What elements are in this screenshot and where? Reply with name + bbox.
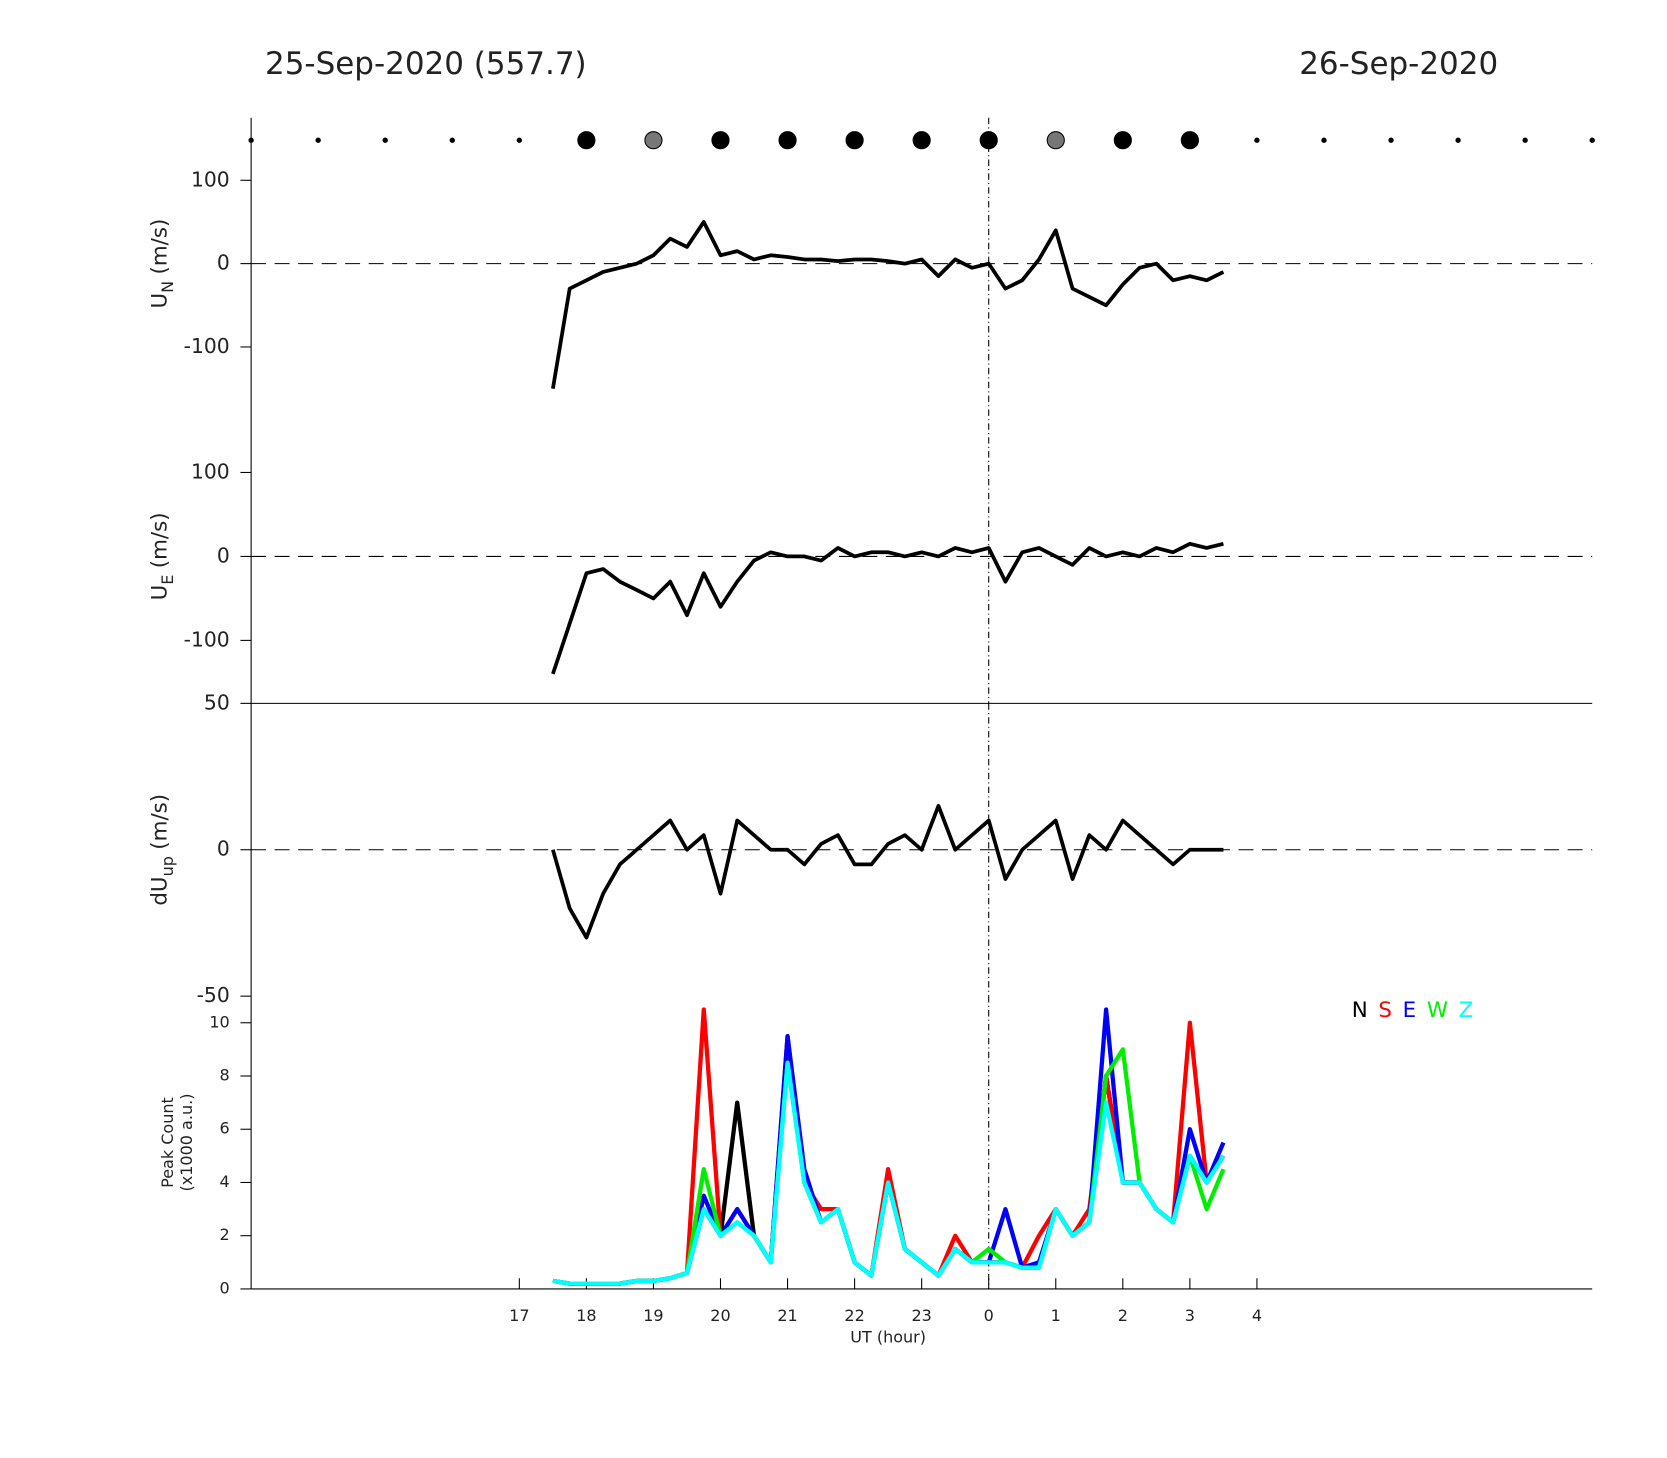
sky-marker [778, 131, 797, 150]
y-tick-label: 4 [220, 1172, 230, 1191]
title: 25-Sep-2020 (557.7) [265, 46, 587, 82]
sky-marker [912, 131, 931, 150]
sky-marker [1522, 137, 1528, 143]
y-tick-label: 100 [191, 167, 230, 191]
y-tick-label: 6 [220, 1119, 230, 1138]
sky-marker [711, 131, 730, 150]
legend-entry: W [1427, 998, 1448, 1023]
y-tick-label: 0 [220, 1278, 230, 1297]
label-unit: (m/s) [147, 219, 172, 275]
x-tick-label: 21 [777, 1306, 797, 1325]
sky-marker [1113, 131, 1132, 150]
series-line [551, 541, 1224, 675]
sky-marker [382, 137, 388, 143]
y-axis-label: UN (m/s) [147, 219, 176, 309]
legend-entry: Z [1459, 998, 1474, 1023]
label-sub: E [157, 575, 176, 585]
y-tick-label: -100 [184, 627, 230, 651]
y-tick-label: -50 [197, 983, 230, 1007]
x-tick-label: 1 [1051, 1306, 1061, 1325]
label-unit: (m/s) [147, 512, 172, 568]
sky-marker [315, 137, 321, 143]
y-tick-label: 0 [217, 837, 230, 861]
label-main: Peak Count [157, 1097, 176, 1188]
y-tick-label: 0 [217, 251, 230, 275]
series-line [552, 1060, 1226, 1286]
y-tick-label: 8 [220, 1066, 230, 1085]
label-main: U [147, 293, 172, 309]
series-line [551, 220, 1225, 389]
sky-marker [1321, 137, 1327, 143]
x-axis-label: UT (hour) [850, 1328, 926, 1347]
label-sub: up [157, 856, 176, 876]
label-sub: N [157, 281, 176, 293]
y-axis-label: UE (m/s) [147, 512, 176, 600]
y-tick-label: 50 [204, 690, 230, 714]
series-line [551, 803, 1224, 940]
x-tick-label: 23 [911, 1306, 931, 1325]
y-tick-label: 100 [191, 459, 230, 483]
label-main: dU [147, 876, 172, 905]
legend-entry: E [1403, 998, 1417, 1023]
sky-marker [1388, 137, 1394, 143]
y-tick-label: 10 [209, 1012, 229, 1031]
x-tick-label: 3 [1185, 1306, 1195, 1325]
x-tick-label: 2 [1118, 1306, 1128, 1325]
y-axis-label: Peak Count(x1000 a.u.) [157, 1094, 195, 1192]
y-tick-label: -100 [184, 334, 230, 358]
sky-marker [1254, 137, 1260, 143]
x-tick-label: 0 [984, 1306, 994, 1325]
legend-entry: S [1378, 998, 1392, 1023]
subtitle: 26-Sep-2020 [1299, 46, 1498, 82]
label-unit: (x1000 a.u.) [177, 1094, 196, 1192]
sky-marker [577, 131, 596, 150]
sky-marker [845, 131, 864, 150]
y-tick-label: 2 [220, 1225, 230, 1244]
y-axis-label: dUup (m/s) [147, 794, 176, 906]
x-tick-label: 18 [576, 1306, 596, 1325]
x-tick-label: 17 [509, 1306, 529, 1325]
y-tick-label: 0 [217, 543, 230, 567]
legend-entry: N [1352, 998, 1368, 1023]
label-main: U [147, 585, 172, 601]
sky-marker [1046, 131, 1065, 150]
x-tick-label: 20 [710, 1306, 730, 1325]
sky-marker [1589, 137, 1595, 143]
x-tick-label: 19 [643, 1306, 663, 1325]
sky-marker [449, 137, 455, 143]
sky-marker [516, 137, 523, 143]
x-tick-label: 4 [1252, 1306, 1262, 1325]
sky-marker [1180, 131, 1199, 150]
sky-marker [644, 131, 663, 150]
label-unit: (m/s) [147, 794, 172, 850]
sky-marker [1455, 137, 1461, 143]
x-tick-label: 22 [844, 1306, 864, 1325]
